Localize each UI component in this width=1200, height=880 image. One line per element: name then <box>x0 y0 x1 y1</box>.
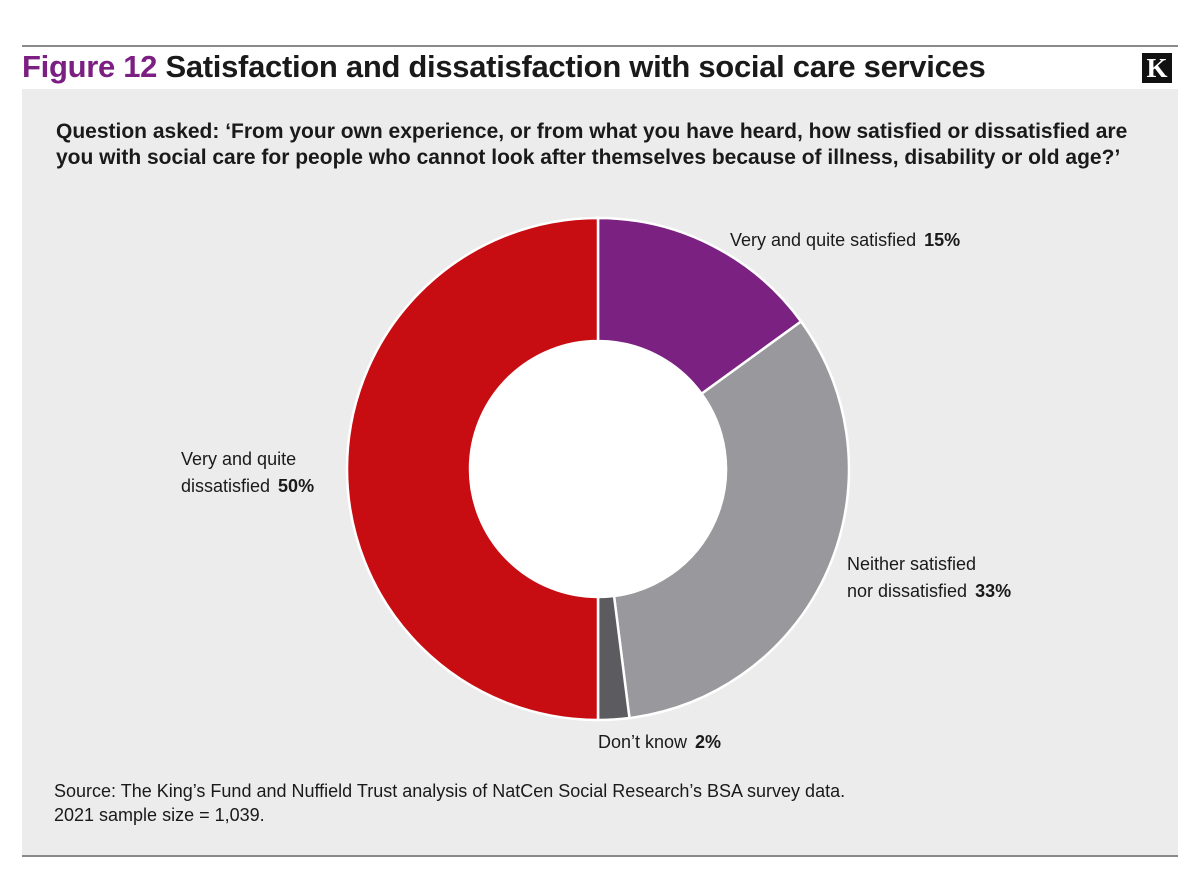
figure-title-text: Satisfaction and dissatisfaction with so… <box>165 49 986 84</box>
kings-fund-logo-icon: K <box>1142 53 1172 83</box>
bottom-rule <box>22 855 1178 857</box>
slice-label: Don’t know 2% <box>598 732 721 752</box>
chart-panel: Question asked: ‘From your own experienc… <box>22 89 1178 855</box>
top-rule <box>22 45 1178 47</box>
donut-chart: Very and quite satisfied 15% Neither satis… <box>181 216 1011 752</box>
question-text: Question asked: ‘From your own experienc… <box>56 120 1128 169</box>
slice-label: Very and quite satisfied 15% <box>730 230 960 250</box>
slice-label: Very and quite dissatisfied 50% <box>181 449 314 496</box>
figure-number: Figure 12 <box>22 49 158 84</box>
sample-size-line: 2021 sample size = 1,039. <box>54 805 265 825</box>
source-line: Source: The King’s Fund and Nuffield Tru… <box>54 781 846 801</box>
figure-title: Figure 12 Satisfaction and dissatisfacti… <box>22 49 986 85</box>
slice-label: Neither satisfied nor dissatisfied 33% <box>847 554 1011 601</box>
figure-header: Figure 12 Satisfaction and dissatisfacti… <box>22 47 1178 89</box>
donut-hole <box>470 341 726 597</box>
source-note: Source: The King’s Fund and Nuffield Tru… <box>54 779 845 827</box>
